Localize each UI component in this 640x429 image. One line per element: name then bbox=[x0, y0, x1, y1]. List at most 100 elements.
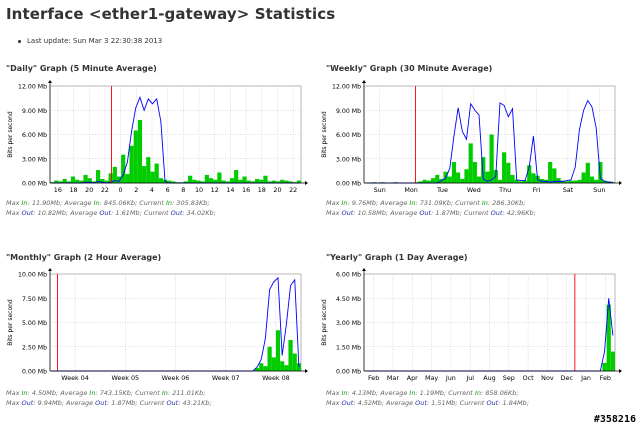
yearly-ytick: 3.00 Mb bbox=[336, 320, 361, 327]
weekly-in-bar bbox=[472, 161, 477, 183]
daily-in-bar bbox=[83, 174, 88, 183]
daily-in-bar bbox=[104, 180, 109, 183]
weekly-in-bar bbox=[585, 162, 590, 183]
monthly-in-bar bbox=[280, 361, 285, 371]
yearly-xtick: Dec bbox=[561, 374, 574, 382]
yearly-in-bar bbox=[606, 304, 611, 371]
yearly-in-bar bbox=[610, 351, 615, 371]
weekly-in-bar bbox=[581, 172, 586, 183]
daily-in-bar bbox=[246, 180, 251, 183]
weekly-in-bar bbox=[468, 143, 473, 183]
weekly-in-bar bbox=[418, 181, 423, 183]
daily-in-bar bbox=[259, 179, 264, 183]
daily-in-bar bbox=[192, 179, 197, 183]
monthly-stats-out: Max Out: 9.94Mb; Average Out: 1.87Mb; Cu… bbox=[6, 399, 212, 407]
weekly-in-bar bbox=[522, 180, 528, 183]
daily-ytick: 12.00 Mb bbox=[18, 84, 47, 91]
monthly-xtick: Week 06 bbox=[162, 374, 190, 382]
daily-in-bar bbox=[229, 178, 235, 183]
daily-ytick: 6.00 Mb bbox=[22, 132, 47, 139]
yearly-xtick: Nov bbox=[541, 374, 554, 382]
daily-ytick: 9.00 Mb bbox=[22, 108, 47, 115]
daily-in-bar bbox=[196, 180, 201, 183]
daily-in-bar bbox=[284, 180, 289, 183]
weekly-in-bar bbox=[422, 179, 427, 183]
monthly-in-bar bbox=[284, 365, 289, 371]
weekly-in-bar bbox=[447, 176, 452, 183]
weekly-xtick: Tue bbox=[436, 186, 448, 194]
daily-in-bar bbox=[204, 174, 209, 183]
daily-x-arrow bbox=[305, 181, 308, 185]
weekly-in-bar bbox=[589, 176, 595, 183]
weekly-xtick: Mon bbox=[404, 186, 417, 194]
daily-xtick: 20 bbox=[85, 186, 93, 194]
weekly-in-bar bbox=[573, 180, 578, 183]
daily-in-bar bbox=[137, 119, 143, 183]
weekly-graph: 12.00 Mb 9.00 Mb 6.00 Mb 3.00 Mb 0.00 Mb Sun M… bbox=[321, 80, 622, 194]
daily-xtick: 2 bbox=[134, 186, 138, 194]
daily-in-bar bbox=[225, 181, 230, 183]
weekly-ytick: 12.00 Mb bbox=[332, 84, 361, 91]
weekly-in-bar bbox=[577, 179, 582, 183]
weekly-in-bar bbox=[476, 176, 482, 183]
daily-in-bar bbox=[108, 173, 113, 183]
daily-stats-in: Max In: 11.90Mb; Average In: 845.06Kb; C… bbox=[6, 199, 210, 207]
yearly-xtick: Feb bbox=[600, 374, 611, 382]
daily-in-bar bbox=[154, 163, 159, 183]
weekly-in-bar bbox=[451, 161, 457, 183]
daily-xtick: 6 bbox=[166, 186, 170, 194]
weekly-stats: Max In: 9.76Mb; Average In: 731.09Kb; Cu… bbox=[326, 198, 536, 218]
weekly-in-bar bbox=[510, 174, 515, 183]
daily-in-bar bbox=[171, 181, 176, 183]
yearly-x-arrow bbox=[619, 369, 622, 373]
yearly-stats-out: Max Out: 4.52Mb; Average Out: 1.51Mb; Cu… bbox=[326, 399, 529, 407]
daily-in-bar bbox=[267, 181, 272, 183]
weekly-stats-in: Max In: 9.76Mb; Average In: 731.09Kb; Cu… bbox=[326, 199, 526, 207]
daily-in-bar bbox=[271, 180, 276, 183]
monthly-stats-in: Max In: 4.50Mb; Average In: 743.15Kb; Cu… bbox=[6, 389, 206, 397]
weekly-in-bar bbox=[598, 161, 603, 183]
weekly-in-bar bbox=[518, 181, 523, 183]
weekly-xtick: Thu bbox=[498, 186, 511, 194]
daily-in-bar bbox=[91, 181, 97, 183]
daily-in-bar bbox=[238, 179, 243, 183]
monthly-in-bar bbox=[271, 357, 276, 371]
weekly-in-bar bbox=[481, 157, 486, 183]
weekly-in-bar bbox=[430, 178, 436, 183]
yearly-xtick: Sep bbox=[503, 374, 515, 382]
weekly-in-bar bbox=[435, 174, 440, 183]
daily-in-bar bbox=[250, 181, 255, 183]
daily-stats: Max In: 11.90Mb; Average In: 845.06Kb; C… bbox=[6, 198, 216, 218]
yearly-xtick: May bbox=[425, 374, 438, 382]
monthly-in-bar bbox=[267, 346, 272, 371]
daily-xtick: 10 bbox=[195, 186, 203, 194]
daily-xtick: 8 bbox=[181, 186, 185, 194]
yearly-xtick: Oct bbox=[523, 374, 535, 382]
daily-in-bar bbox=[62, 178, 67, 183]
weekly-in-bar bbox=[548, 161, 553, 183]
daily-in-bar bbox=[150, 171, 155, 183]
daily-in-bar bbox=[66, 181, 71, 183]
weekly-xtick: Sat bbox=[563, 186, 574, 194]
daily-in-bar bbox=[183, 181, 189, 183]
daily-xtick: 12 bbox=[211, 186, 219, 194]
daily-in-bar bbox=[217, 172, 222, 183]
daily-in-bar bbox=[133, 130, 138, 183]
daily-xtick: 16 bbox=[54, 186, 62, 194]
yearly-ytick: 1.50 Mb bbox=[336, 344, 361, 351]
daily-in-bar bbox=[275, 181, 281, 183]
daily-y-arrow bbox=[48, 80, 52, 83]
yearly-xtick: Apr bbox=[407, 374, 418, 382]
daily-in-bar bbox=[75, 179, 80, 183]
weekly-in-bar bbox=[464, 169, 469, 183]
yearly-xtick: Aug bbox=[483, 374, 495, 382]
daily-in-bar bbox=[242, 176, 247, 183]
weekly-stats-out: Max Out: 10.58Mb; Average Out: 1.87Mb; C… bbox=[326, 209, 536, 217]
weekly-in-bar bbox=[506, 162, 511, 183]
watermark: #358216 bbox=[593, 414, 636, 425]
yearly-stats-in: Max In: 4.13Mb; Average In: 1.19Mb; Curr… bbox=[326, 389, 519, 397]
daily-in-bar bbox=[87, 178, 92, 183]
monthly-in-bar bbox=[288, 339, 293, 371]
weekly-in-bar bbox=[568, 180, 574, 183]
daily-graph-title: "Daily" Graph (5 Minute Average) bbox=[6, 64, 157, 73]
